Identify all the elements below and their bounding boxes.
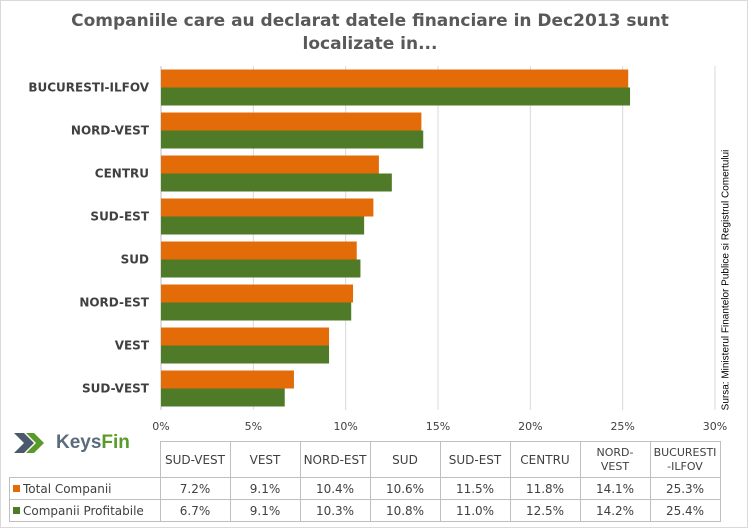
category-label: CENTRU xyxy=(95,167,149,181)
table-cell: 9.1% xyxy=(229,499,301,522)
table-header-row: SUD-VEST VEST NORD-EST SUD SUD-EST CENTRU NORD… xyxy=(9,441,721,478)
table-cell: 11.0% xyxy=(439,499,511,522)
x-tick-label: 20% xyxy=(518,420,542,433)
series-legend-label: Companii Profitabile xyxy=(9,499,161,522)
table-cell: 14.2% xyxy=(579,499,651,522)
table-row: Total Companii 7.2% 9.1% 10.4% 10.6% 11.5% 11.… xyxy=(9,477,721,500)
table-cell: 11.5% xyxy=(439,477,511,500)
bar-companii-profitabile xyxy=(161,302,352,321)
bar-total-companii xyxy=(161,198,374,217)
bar-total-companii xyxy=(161,112,422,131)
bar-companii-profitabile xyxy=(161,216,365,235)
category-label: NORD-VEST xyxy=(71,124,150,138)
x-tick-label: 25% xyxy=(610,420,634,433)
category-label: NORD-EST xyxy=(79,296,149,310)
table-cell: 10.4% xyxy=(299,477,371,500)
series-name: Total Companii xyxy=(23,481,112,496)
legend-swatch xyxy=(13,484,20,492)
table-column-header: VEST xyxy=(229,441,301,478)
series-name: Companii Profitabile xyxy=(23,503,144,518)
table-cell: 12.5% xyxy=(509,499,581,522)
bar-total-companii xyxy=(161,284,354,303)
table-cell: 25.3% xyxy=(649,477,721,500)
bar-companii-profitabile xyxy=(161,345,330,364)
category-label: SUD xyxy=(121,253,149,267)
table-column-header: CENTRU xyxy=(509,441,581,478)
bar-companii-profitabile xyxy=(161,87,631,106)
table-cell: 9.1% xyxy=(229,477,301,500)
data-table: SUD-VEST VEST NORD-EST SUD SUD-EST CENTRU NORD… xyxy=(9,441,721,522)
table-cell: 10.8% xyxy=(369,499,441,522)
x-tick-label: 30% xyxy=(703,420,727,433)
bar-total-companii xyxy=(161,370,294,389)
table-column-header: SUD xyxy=(369,441,441,478)
category-label: SUD-VEST xyxy=(82,382,150,396)
table-row: Companii Profitabile 6.7% 9.1% 10.3% 10.8% 11… xyxy=(9,499,721,522)
bar-total-companii xyxy=(161,155,379,174)
chart-title: Companiile care au declarat datele finan… xyxy=(71,11,669,54)
table-column-header: NORD- VEST xyxy=(579,441,651,478)
table-cell: 7.2% xyxy=(159,477,231,500)
bar-total-companii xyxy=(161,241,357,260)
table-column-header: NORD-EST xyxy=(299,441,371,478)
category-label: SUD-EST xyxy=(90,210,149,224)
x-tick-label: 10% xyxy=(333,420,357,433)
x-tick-label: 15% xyxy=(426,420,450,433)
legend-swatch xyxy=(13,506,20,514)
x-tick-label: 0% xyxy=(152,420,169,433)
table-column-header: BUCURESTI -ILFOV xyxy=(649,441,721,478)
bar-companii-profitabile xyxy=(161,388,285,407)
x-tick-label: 5% xyxy=(245,420,262,433)
category-label: BUCURESTI-ILFOV xyxy=(28,81,149,95)
table-column-header: SUD-VEST xyxy=(159,441,231,478)
bar-companii-profitabile xyxy=(161,259,361,278)
table-corner xyxy=(9,441,161,478)
bar-total-companii xyxy=(161,69,629,88)
bar-companii-profitabile xyxy=(161,173,392,192)
table-cell: 6.7% xyxy=(159,499,231,522)
table-cell: 25.4% xyxy=(649,499,721,522)
table-column-header: SUD-EST xyxy=(439,441,511,478)
bar-companii-profitabile xyxy=(161,130,424,149)
bar-total-companii xyxy=(161,327,330,346)
series-legend-label: Total Companii xyxy=(9,477,161,500)
table-cell: 14.1% xyxy=(579,477,651,500)
table-cell: 11.8% xyxy=(509,477,581,500)
category-label: VEST xyxy=(115,339,150,353)
table-cell: 10.3% xyxy=(299,499,371,522)
table-cell: 10.6% xyxy=(369,477,441,500)
